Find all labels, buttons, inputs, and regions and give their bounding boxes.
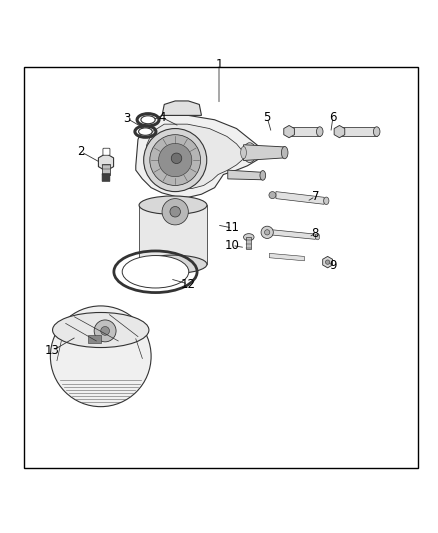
Ellipse shape bbox=[139, 255, 207, 273]
Text: 6: 6 bbox=[329, 111, 337, 124]
Polygon shape bbox=[284, 125, 294, 138]
Text: 10: 10 bbox=[225, 239, 240, 252]
Ellipse shape bbox=[122, 255, 189, 288]
Circle shape bbox=[265, 230, 270, 235]
Text: 8: 8 bbox=[312, 227, 319, 240]
Circle shape bbox=[170, 206, 180, 217]
Text: 13: 13 bbox=[45, 344, 60, 357]
Circle shape bbox=[150, 135, 201, 185]
Text: 9: 9 bbox=[329, 259, 337, 272]
Polygon shape bbox=[323, 256, 332, 268]
Ellipse shape bbox=[243, 143, 256, 163]
Circle shape bbox=[162, 199, 188, 225]
Polygon shape bbox=[276, 191, 324, 204]
Ellipse shape bbox=[315, 233, 320, 240]
Circle shape bbox=[94, 320, 116, 342]
FancyBboxPatch shape bbox=[102, 174, 110, 182]
FancyBboxPatch shape bbox=[103, 148, 110, 155]
Circle shape bbox=[261, 226, 273, 238]
Polygon shape bbox=[339, 127, 377, 136]
Polygon shape bbox=[136, 115, 258, 197]
Polygon shape bbox=[272, 230, 315, 239]
Text: 3: 3 bbox=[124, 112, 131, 125]
Text: 11: 11 bbox=[225, 221, 240, 235]
Text: 7: 7 bbox=[311, 190, 319, 203]
Polygon shape bbox=[269, 253, 304, 261]
Bar bbox=[139, 205, 207, 264]
Circle shape bbox=[101, 327, 110, 335]
Bar bbox=[102, 164, 110, 174]
Ellipse shape bbox=[241, 147, 246, 159]
Ellipse shape bbox=[138, 128, 152, 135]
Polygon shape bbox=[99, 154, 113, 171]
Ellipse shape bbox=[141, 116, 155, 124]
Ellipse shape bbox=[260, 171, 265, 180]
Ellipse shape bbox=[244, 233, 254, 241]
Circle shape bbox=[269, 191, 276, 199]
Polygon shape bbox=[334, 125, 345, 138]
Circle shape bbox=[171, 153, 182, 164]
Text: 5: 5 bbox=[264, 111, 271, 124]
Polygon shape bbox=[162, 101, 201, 115]
Bar bbox=[246, 237, 251, 249]
Ellipse shape bbox=[53, 312, 149, 348]
Bar bbox=[88, 335, 101, 343]
Text: 4: 4 bbox=[158, 111, 166, 124]
Ellipse shape bbox=[324, 197, 329, 205]
Ellipse shape bbox=[316, 127, 323, 136]
Text: 12: 12 bbox=[181, 278, 196, 290]
Text: 2: 2 bbox=[77, 146, 85, 158]
Polygon shape bbox=[289, 127, 320, 136]
Text: 1: 1 bbox=[215, 58, 223, 71]
Ellipse shape bbox=[139, 196, 207, 214]
Circle shape bbox=[159, 143, 192, 177]
Circle shape bbox=[325, 260, 330, 264]
Polygon shape bbox=[244, 145, 285, 160]
Ellipse shape bbox=[373, 127, 380, 136]
Polygon shape bbox=[228, 170, 263, 180]
Ellipse shape bbox=[281, 147, 288, 159]
Circle shape bbox=[144, 128, 207, 191]
Circle shape bbox=[50, 306, 151, 407]
Polygon shape bbox=[145, 124, 243, 189]
